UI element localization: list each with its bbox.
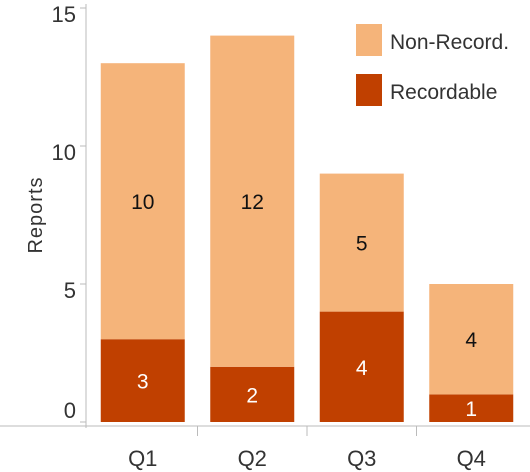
bar-non-record-q4 — [429, 284, 514, 395]
y-tick-label: 0 — [64, 398, 76, 423]
y-axis-title: Reports — [25, 176, 47, 253]
bar-recordable-q2 — [210, 366, 295, 422]
data-label: 12 — [241, 191, 264, 214]
data-label: 2 — [246, 384, 258, 407]
x-tick-label: Q2 — [238, 446, 267, 471]
bar-recordable-q1 — [100, 339, 185, 422]
legend: Non-Record. Recordable — [356, 24, 509, 106]
bar-non-record-q1 — [100, 63, 185, 340]
x-axis: Q1 Q2 Q3 Q4 — [0, 425, 530, 471]
data-label: 3 — [137, 371, 149, 394]
x-tick-label: Q1 — [128, 446, 157, 471]
legend-label: Non-Record. — [390, 31, 509, 54]
bar-recordable-q4 — [429, 394, 514, 422]
data-label: 4 — [465, 329, 477, 352]
data-label: 1 — [465, 398, 477, 421]
y-tick-label: 5 — [64, 278, 76, 303]
data-label: 5 — [356, 233, 368, 256]
legend-swatch — [356, 74, 382, 106]
x-tick-label: Q4 — [457, 446, 486, 471]
legend-label: Recordable — [390, 81, 497, 104]
y-tick-label: 10 — [52, 140, 76, 165]
bar-non-record-q3 — [319, 173, 404, 312]
bar-non-record-q2 — [210, 35, 295, 367]
bar-recordable-q3 — [319, 311, 404, 422]
x-tick-label: Q3 — [347, 446, 376, 471]
data-label: 4 — [356, 357, 368, 380]
y-tick-label: 15 — [52, 2, 76, 27]
data-label: 10 — [131, 191, 154, 214]
bars: 3 10 2 12 4 5 1 4 — [100, 35, 514, 422]
y-axis: 0 5 10 15 — [52, 2, 87, 428]
legend-swatch — [356, 24, 382, 56]
